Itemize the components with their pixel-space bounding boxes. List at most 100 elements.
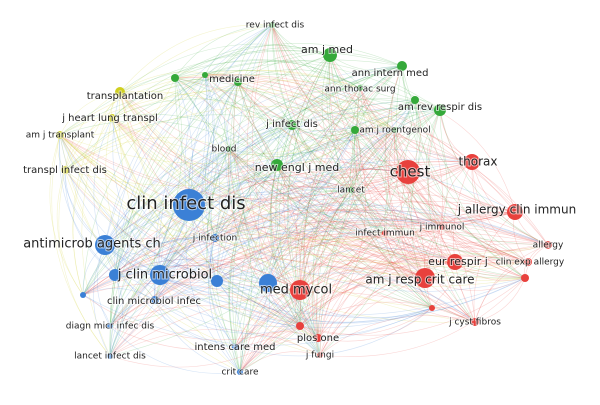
edge <box>414 99 448 228</box>
edge <box>188 158 409 206</box>
edge <box>317 232 386 339</box>
edge <box>299 301 476 327</box>
edge <box>188 176 352 206</box>
edge <box>64 169 386 248</box>
edge <box>471 161 529 263</box>
edge <box>204 74 356 132</box>
edge <box>319 277 526 357</box>
edge <box>81 91 121 357</box>
edge <box>317 259 529 339</box>
edge <box>154 65 403 301</box>
edge <box>474 261 529 323</box>
edge <box>154 297 321 356</box>
edge <box>384 232 433 309</box>
edge <box>288 54 331 339</box>
node-label: eur respir j <box>428 255 488 268</box>
edge <box>270 164 301 291</box>
node <box>471 318 479 326</box>
edge <box>216 164 278 282</box>
node <box>415 268 435 288</box>
node <box>382 230 388 236</box>
edge <box>119 91 426 279</box>
node <box>107 323 113 329</box>
edge <box>453 161 476 323</box>
edge <box>111 117 218 282</box>
edge <box>239 337 319 373</box>
edge <box>159 274 321 356</box>
node-label: ann thorac surg <box>324 85 395 95</box>
node <box>80 292 86 298</box>
edge <box>237 52 403 83</box>
edge <box>154 219 549 301</box>
edge <box>119 91 386 234</box>
edge <box>159 158 473 276</box>
edge <box>174 77 319 339</box>
edge <box>440 226 476 323</box>
edge <box>237 81 416 115</box>
edge <box>119 91 526 279</box>
edge <box>82 294 301 341</box>
edge <box>59 134 456 269</box>
edge <box>214 109 441 239</box>
edge <box>109 189 352 327</box>
edge <box>174 77 278 166</box>
edge <box>64 137 230 171</box>
edge <box>291 87 361 126</box>
edge <box>119 91 241 373</box>
edge <box>329 54 529 263</box>
edge <box>59 74 206 136</box>
node-label: clin microbiol infec <box>107 296 201 307</box>
edge <box>104 147 473 246</box>
edge <box>109 305 319 339</box>
edge <box>159 210 549 276</box>
edge <box>239 351 321 373</box>
edge <box>229 164 278 373</box>
labels: rev infect dis am j med ann intern med ann … <box>22 20 577 379</box>
edge <box>299 232 386 327</box>
edge <box>214 233 476 323</box>
edge <box>59 120 278 166</box>
edge <box>311 189 352 356</box>
edge <box>271 24 441 111</box>
edge <box>109 65 403 357</box>
edge <box>291 124 433 309</box>
edge <box>228 87 361 150</box>
edge <box>439 109 516 213</box>
edge <box>228 99 416 155</box>
edge <box>114 99 416 276</box>
edge <box>114 273 321 356</box>
edge <box>239 211 516 373</box>
node <box>396 160 420 184</box>
node-label: lancet <box>337 186 365 196</box>
node-label: transpl infect dis <box>23 165 107 176</box>
edge <box>329 54 443 228</box>
edge <box>228 148 352 192</box>
edge <box>267 232 386 284</box>
edge <box>104 24 273 246</box>
edge <box>237 24 273 284</box>
edge <box>64 59 403 171</box>
edge <box>204 74 409 173</box>
edge <box>471 161 526 279</box>
edge <box>174 77 426 279</box>
edge <box>354 129 476 323</box>
edge <box>111 117 529 268</box>
edge <box>354 106 441 131</box>
edge <box>111 113 278 166</box>
edge <box>233 81 319 339</box>
edge <box>111 69 361 119</box>
edge <box>216 200 516 282</box>
node <box>439 224 445 230</box>
edge <box>109 204 190 357</box>
node <box>259 274 277 292</box>
edge <box>82 209 443 296</box>
edge <box>276 164 526 279</box>
edge <box>59 134 443 241</box>
edge <box>64 114 293 171</box>
edge <box>159 211 443 276</box>
edge <box>228 148 433 309</box>
edge <box>329 54 396 131</box>
edge <box>312 65 403 339</box>
edge <box>303 87 361 356</box>
edge <box>109 274 161 357</box>
